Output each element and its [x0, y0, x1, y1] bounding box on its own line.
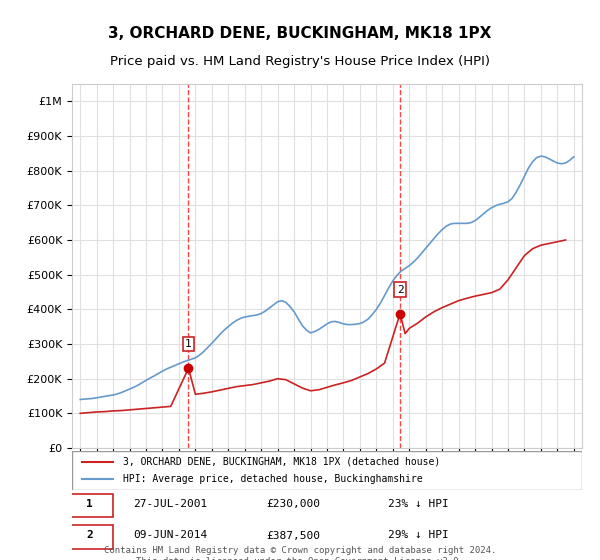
Text: 3, ORCHARD DENE, BUCKINGHAM, MK18 1PX (detached house): 3, ORCHARD DENE, BUCKINGHAM, MK18 1PX (d… [123, 457, 440, 467]
Text: £230,000: £230,000 [266, 499, 320, 509]
FancyBboxPatch shape [67, 493, 113, 517]
Text: HPI: Average price, detached house, Buckinghamshire: HPI: Average price, detached house, Buck… [123, 474, 422, 484]
Text: Contains HM Land Registry data © Crown copyright and database right 2024.
This d: Contains HM Land Registry data © Crown c… [104, 546, 496, 560]
Text: 23% ↓ HPI: 23% ↓ HPI [388, 499, 449, 509]
Text: 09-JUN-2014: 09-JUN-2014 [133, 530, 208, 540]
Text: 1: 1 [185, 339, 192, 349]
Text: 2: 2 [397, 284, 403, 295]
Text: Price paid vs. HM Land Registry's House Price Index (HPI): Price paid vs. HM Land Registry's House … [110, 55, 490, 68]
Text: 1: 1 [86, 499, 93, 509]
Text: 3, ORCHARD DENE, BUCKINGHAM, MK18 1PX: 3, ORCHARD DENE, BUCKINGHAM, MK18 1PX [109, 26, 491, 41]
Text: £387,500: £387,500 [266, 530, 320, 540]
Text: 27-JUL-2001: 27-JUL-2001 [133, 499, 208, 509]
FancyBboxPatch shape [72, 451, 582, 490]
FancyBboxPatch shape [67, 525, 113, 549]
Text: 29% ↓ HPI: 29% ↓ HPI [388, 530, 449, 540]
Text: 2: 2 [86, 530, 93, 540]
